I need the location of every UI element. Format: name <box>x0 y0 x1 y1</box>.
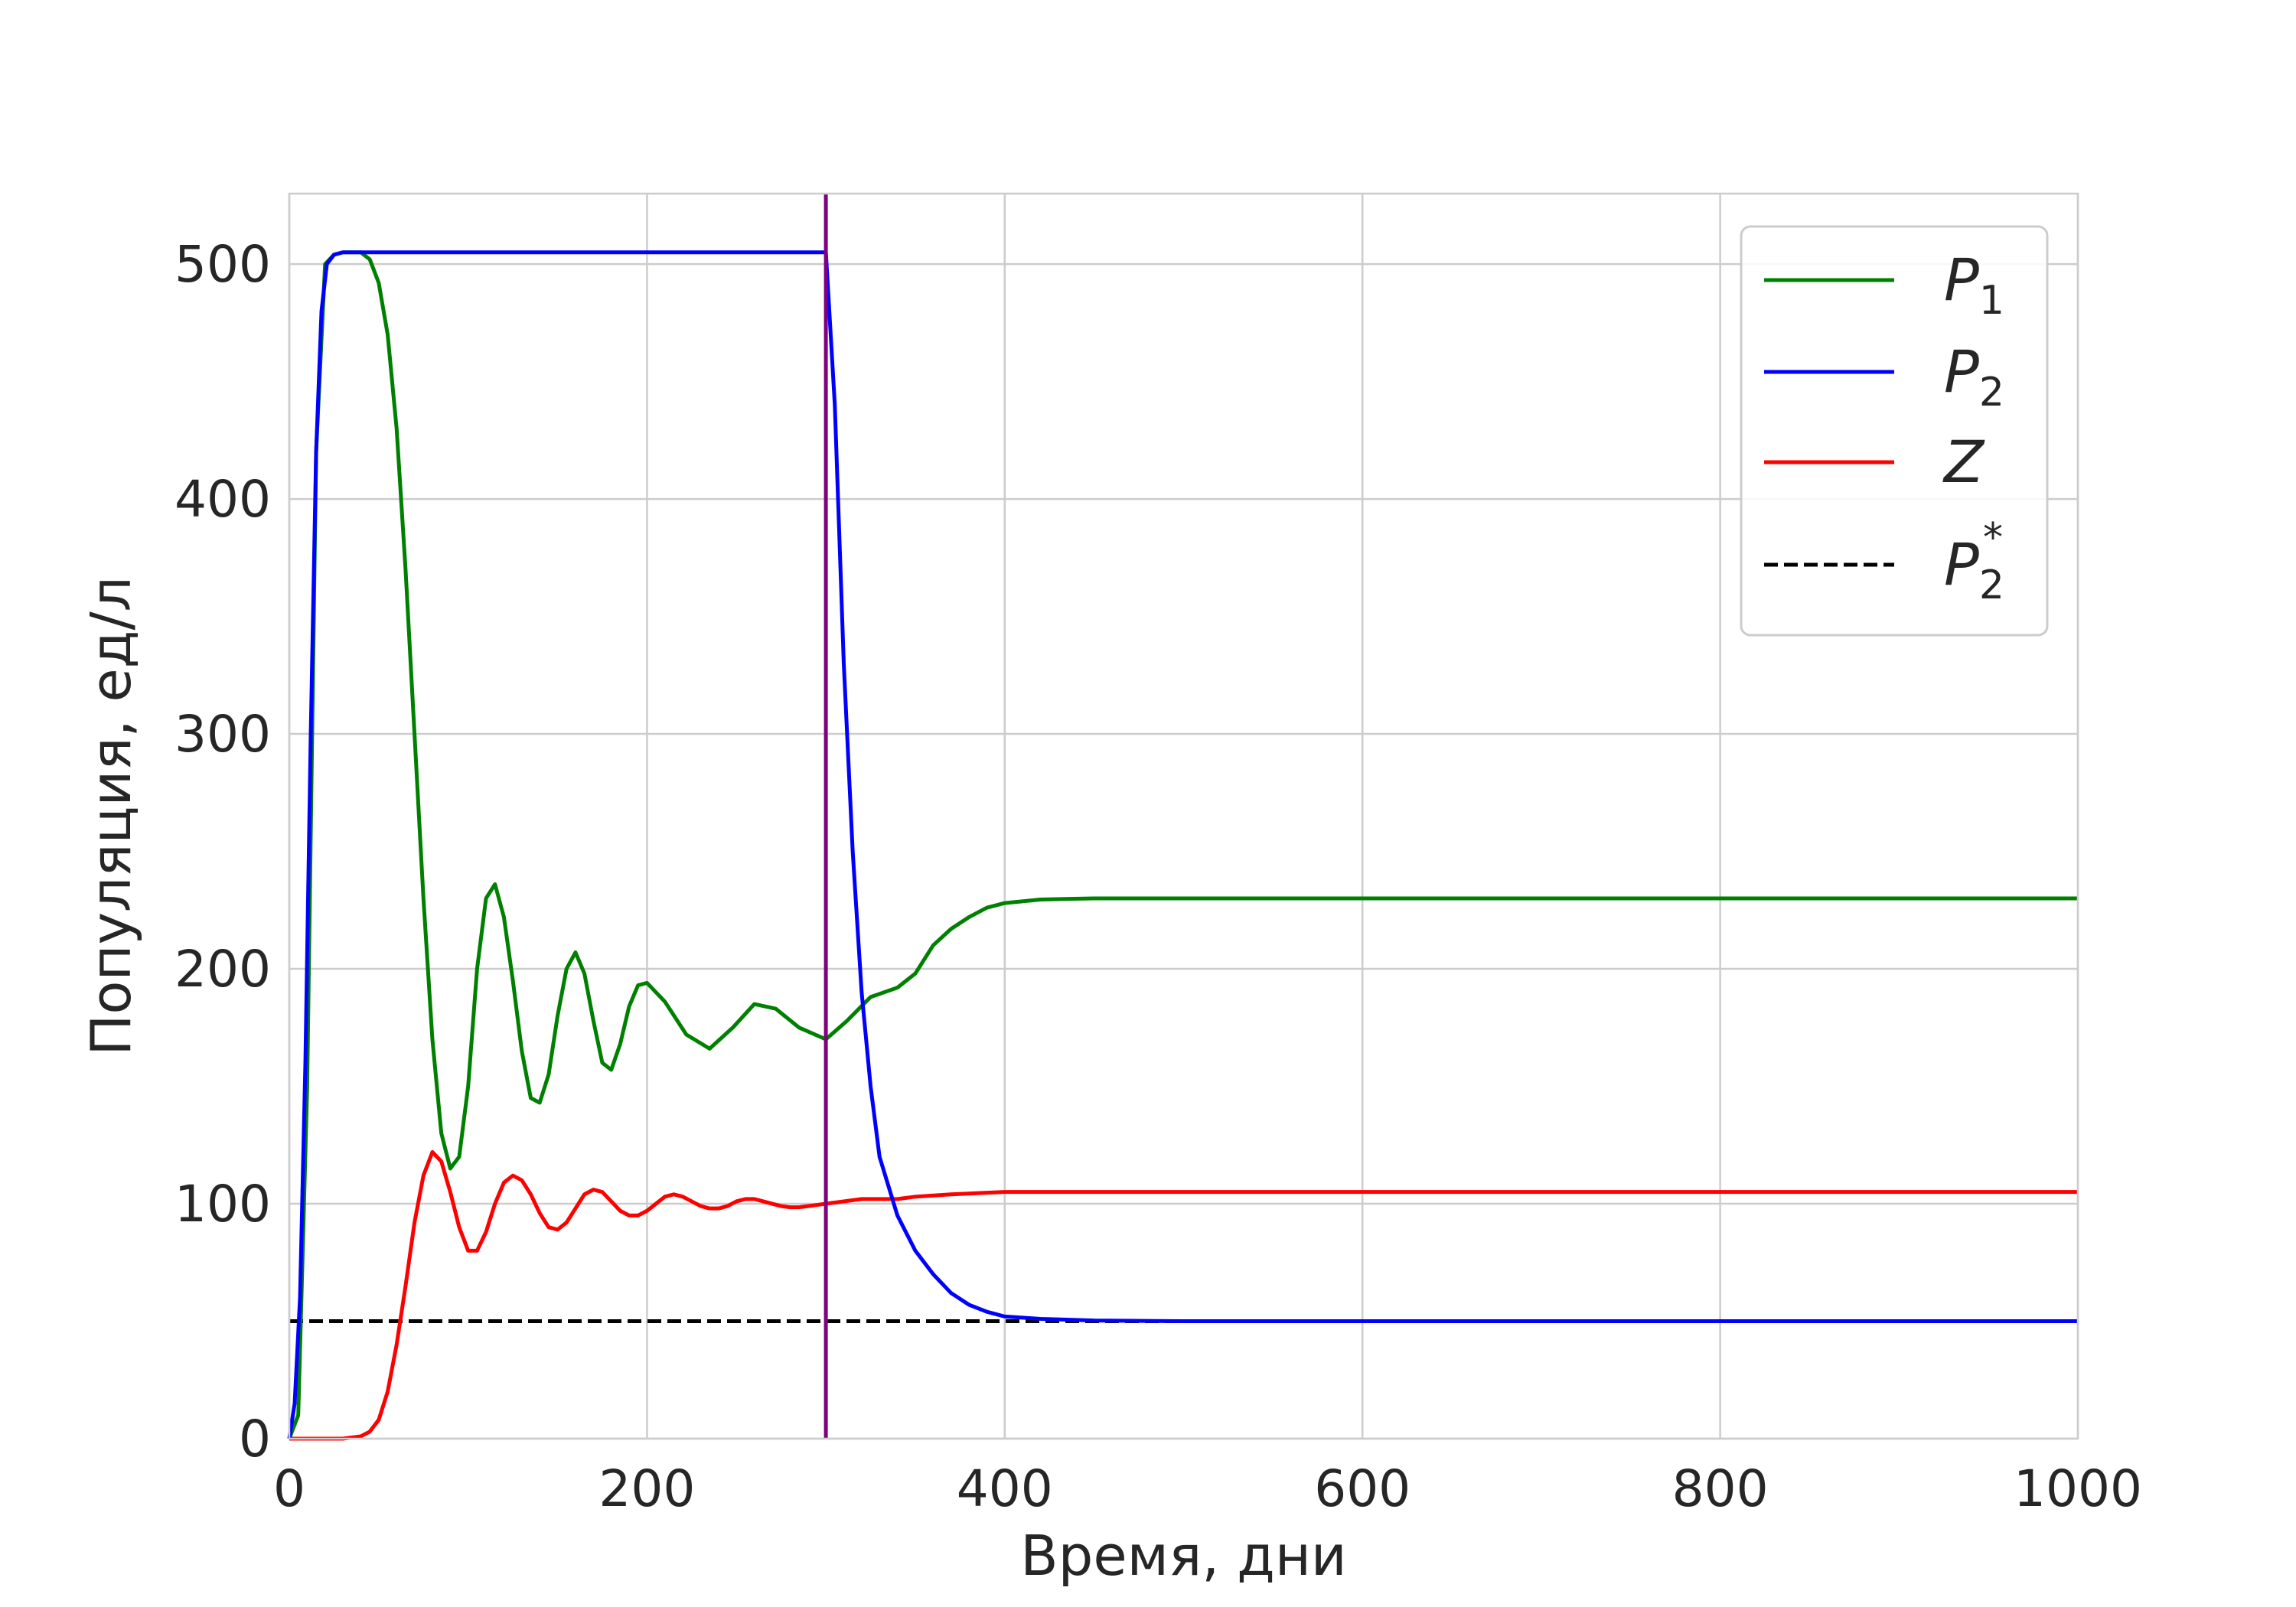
y-tick-label: 200 <box>174 940 271 999</box>
x-tick-label: 200 <box>598 1459 695 1518</box>
legend-main: Z <box>1942 428 1985 496</box>
legend-box <box>1740 225 2049 637</box>
plot-frame <box>288 192 2079 1440</box>
tick-labels: 0 200 400 600 800 1000 0 100 200 300 400 500 <box>174 235 2142 1518</box>
series-line-z <box>289 1149 2078 1441</box>
series-layer <box>287 194 2078 1441</box>
x-tick-label: 800 <box>1672 1459 1769 1518</box>
y-tick-label: 100 <box>174 1175 271 1234</box>
x-tick-label: 1000 <box>2014 1459 2142 1518</box>
legend-subscript: 1 <box>1979 278 2004 324</box>
axes-frame <box>288 192 2079 1440</box>
x-tick-label: 600 <box>1314 1459 1411 1518</box>
series-line-p2 <box>287 250 2078 1439</box>
legend-main: P <box>1944 246 1979 314</box>
y-axis-label: Популяция, ед/л <box>79 576 143 1055</box>
series-line-p1 <box>287 250 2078 1439</box>
y-tick-label: 400 <box>174 470 271 529</box>
legend-superscript: * <box>1983 515 2003 561</box>
legend-label-p1: P1 <box>1944 246 2004 324</box>
x-tick-label: 400 <box>957 1459 1053 1518</box>
x-axis-label: Время, дни <box>1020 1524 1346 1588</box>
x-tick-label: 0 <box>273 1459 305 1518</box>
y-tick-label: 300 <box>174 705 271 764</box>
legend-label-p2: P2 <box>1944 337 2004 416</box>
legend-subscript: 2 <box>1979 370 2004 416</box>
legend-main: P <box>1944 530 1979 598</box>
legend-label-p2star: P2* <box>1944 515 2004 608</box>
legend-subscript: 2 <box>1979 562 2004 608</box>
legend-main: P <box>1944 337 1979 406</box>
y-tick-label: 0 <box>239 1410 271 1468</box>
y-tick-label: 500 <box>174 235 271 294</box>
legend-label-z: Z <box>1942 428 1985 496</box>
